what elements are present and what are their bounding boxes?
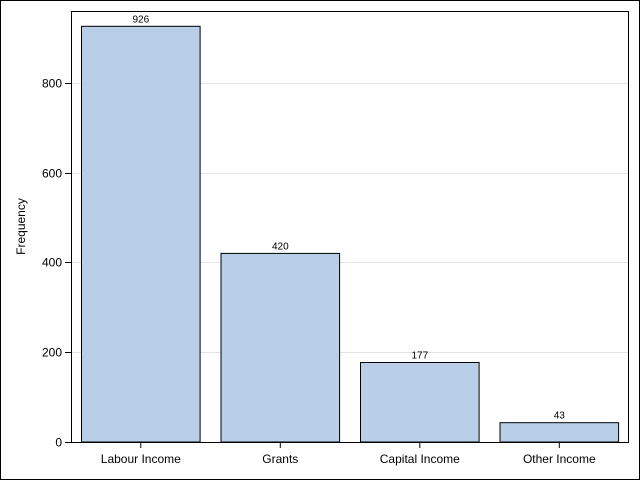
y-tick-label: 200 <box>42 346 62 360</box>
bar-other-income <box>499 422 620 443</box>
bar-capital-income <box>360 362 480 443</box>
data-label: 177 <box>411 351 428 362</box>
bar-grants <box>220 252 341 443</box>
y-tick-label: 600 <box>42 167 62 181</box>
bars <box>81 25 620 443</box>
bar-labour-income <box>81 25 201 443</box>
x-axis: Labour Income Grants Capital Income Other I… <box>101 442 596 466</box>
y-axis-title: Frequency <box>14 198 28 255</box>
data-label: 420 <box>272 241 289 252</box>
plot-area-border <box>71 11 629 443</box>
x-tick-label: Capital Income <box>380 452 460 466</box>
x-tick-label: Grants <box>262 452 298 466</box>
data-label: 43 <box>554 411 566 422</box>
y-axis: 0 200 400 600 800 <box>42 77 71 450</box>
y-tick-label: 0 <box>55 436 62 450</box>
data-labels: 926 420 177 43 <box>132 14 565 421</box>
y-tick-label: 400 <box>42 256 62 270</box>
x-tick-label: Other Income <box>523 452 596 466</box>
x-tick-label: Labour Income <box>101 452 181 466</box>
data-label: 926 <box>132 14 149 25</box>
y-tick-label: 800 <box>42 77 62 91</box>
